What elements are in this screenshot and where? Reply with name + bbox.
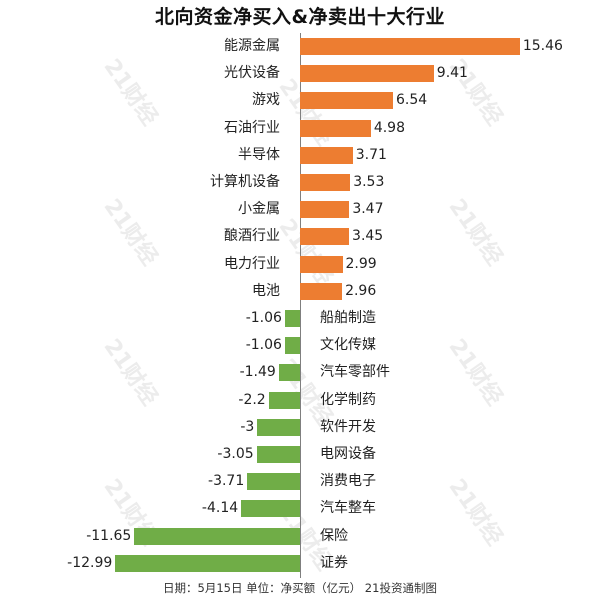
- bar-row: -2.2 化学制药: [0, 390, 600, 410]
- bar-row: -3.05 电网设备: [0, 444, 600, 464]
- category-label: 消费电子: [320, 473, 376, 490]
- bar-negative: [257, 418, 300, 436]
- value-label: -1.49: [239, 364, 276, 381]
- category-label: 电池: [252, 282, 280, 299]
- value-label: 3.45: [352, 228, 384, 245]
- value-label: -3: [240, 418, 255, 435]
- value-label: 3.53: [353, 174, 385, 190]
- value-label: -4.14: [201, 500, 239, 517]
- value-label: 6.54: [395, 92, 428, 109]
- chart-footnote: 日期：5月15日 单位：净买额（亿元） 21投资通制图: [163, 581, 437, 595]
- value-label: -3.71: [208, 473, 245, 490]
- category-label: 石油行业: [224, 119, 280, 136]
- bar-positive: [300, 255, 343, 273]
- value-label: 3.71: [355, 146, 387, 163]
- category-label: 化学制药: [320, 391, 376, 408]
- bar-positive: [300, 146, 353, 164]
- category-label: 电力行业: [224, 255, 280, 272]
- bar-negative: [268, 391, 300, 409]
- value-label: 15.46: [522, 38, 563, 54]
- zero-axis: [300, 33, 301, 578]
- bar-row: 2.96 电池: [0, 281, 600, 301]
- bar-negative: [247, 473, 300, 491]
- bar-row: -3 软件开发: [0, 417, 600, 437]
- category-label: 能源金属: [224, 38, 280, 54]
- value-label: -1.06: [245, 310, 282, 326]
- bar-positive: [300, 174, 351, 191]
- value-label: -11.65: [86, 527, 132, 544]
- category-label: 船舶制造: [320, 310, 376, 326]
- value-label: -3.05: [217, 446, 254, 462]
- category-label: 保险: [320, 527, 348, 544]
- category-label: 汽车整车: [320, 500, 376, 517]
- category-label: 半导体: [238, 146, 280, 163]
- bar-positive: [300, 282, 343, 300]
- category-label: 证券: [320, 554, 348, 571]
- bar-negative: [256, 446, 300, 463]
- bar-row: -3.71 消费电子: [0, 471, 600, 491]
- bar-row: -1.06 文化传媒: [0, 335, 600, 355]
- category-label: 电网设备: [320, 446, 376, 462]
- bar-row: 3.45 酿酒行业: [0, 226, 600, 246]
- category-label: 汽车零部件: [320, 364, 390, 381]
- bar-negative: [284, 310, 300, 327]
- bar-negative: [115, 554, 300, 572]
- bar-row: -4.14 汽车整车: [0, 498, 600, 518]
- value-label: 4.98: [373, 119, 405, 136]
- bar-row: 9.41 光伏设备: [0, 63, 600, 83]
- category-label: 游戏: [252, 92, 280, 109]
- category-label: 软件开发: [320, 418, 376, 435]
- chart-title: 北向资金净买入&净卖出十大行业: [154, 6, 446, 28]
- value-label: 9.41: [436, 65, 468, 82]
- bar-row: 2.99 电力行业: [0, 254, 600, 274]
- bar-negative: [134, 527, 300, 545]
- bar-row: -12.99 证券: [0, 553, 600, 573]
- bar-positive: [300, 119, 371, 137]
- bar-row: 4.98 石油行业: [0, 118, 600, 138]
- bar-positive: [300, 38, 520, 55]
- bar-positive: [300, 92, 393, 110]
- bar-row: -11.65 保险: [0, 526, 600, 546]
- bar-positive: [300, 228, 350, 246]
- category-label: 酿酒行业: [224, 228, 280, 245]
- bar-row: -1.49 汽车零部件: [0, 362, 600, 382]
- value-label: -12.99: [67, 554, 113, 571]
- value-label: 3.47: [352, 201, 384, 218]
- value-label: 2.96: [345, 282, 377, 299]
- category-label: 光伏设备: [224, 65, 280, 82]
- bar-negative: [284, 337, 300, 355]
- bar-row: 3.71 半导体: [0, 145, 600, 165]
- bar-negative: [241, 500, 300, 518]
- value-label: 2.99: [345, 255, 377, 272]
- bar-row: 15.46 能源金属: [0, 36, 600, 56]
- watermark-text: 21财经: [273, 214, 337, 291]
- bar-row: -1.06 船舶制造: [0, 308, 600, 328]
- value-label: -2.2: [238, 391, 266, 408]
- bar-row: 6.54 游戏: [0, 90, 600, 110]
- bar-negative: [278, 364, 300, 382]
- bar-positive: [300, 65, 434, 83]
- category-label: 计算机设备: [210, 174, 280, 190]
- bar-positive: [300, 201, 350, 219]
- category-label: 文化传媒: [320, 337, 376, 354]
- bar-row: 3.53 计算机设备: [0, 172, 600, 192]
- category-label: 小金属: [238, 201, 280, 218]
- value-label: -1.06: [245, 337, 282, 354]
- bar-row: 3.47 小金属: [0, 199, 600, 219]
